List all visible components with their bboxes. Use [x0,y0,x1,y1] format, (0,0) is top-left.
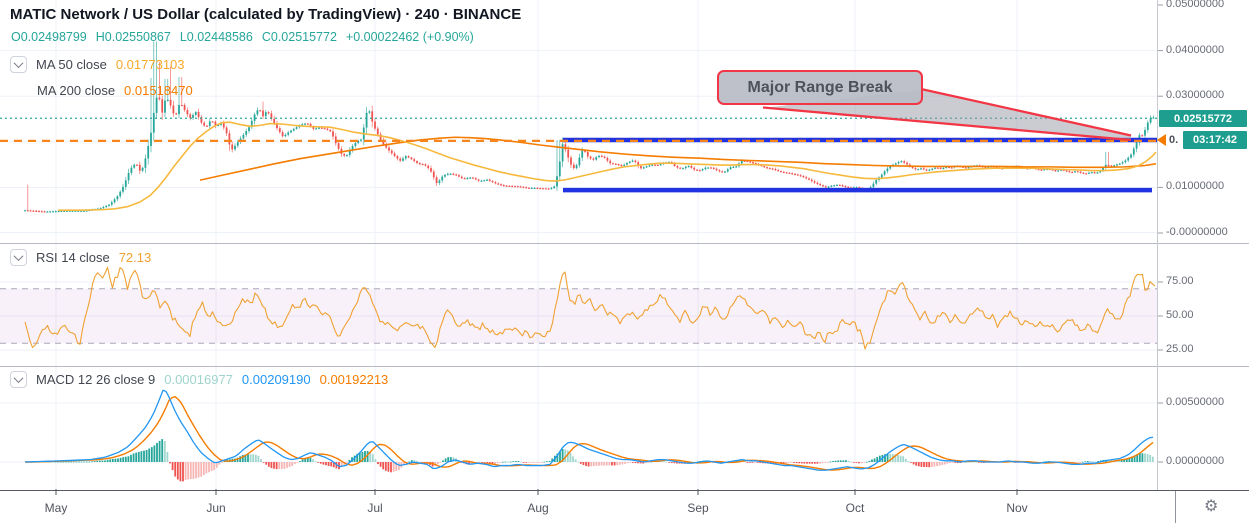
macd-axis-label: 0.00000000 [1166,455,1225,467]
prev-close-marker-icon [1157,134,1166,146]
ma200-value: 0.01518470 [124,83,193,98]
rsi-axis-label: 50.00 [1166,309,1194,321]
month-label: Sep [687,501,709,515]
rsi-axis-label: 25.00 [1166,343,1194,355]
symbol-title[interactable]: MATIC Network / US Dollar (calculated by… [10,6,522,23]
macd-signal-value: 0.00192213 [319,372,389,387]
ohlc-change: +0.00022462 (+0.90%) [345,30,474,44]
month-label: Jun [206,501,226,515]
ma50-value: 0.01773103 [115,57,185,72]
month-label: Jul [367,501,383,515]
range-break-callout[interactable]: Major Range Break [717,70,923,105]
price-axis-label: 0.03000000 [1166,89,1225,102]
price-axis-label: 0.05000000 [1166,0,1225,10]
axis-corner-divider [1175,491,1176,523]
collapse-chevron-icon[interactable] [10,56,27,73]
price-axis-label: 0.01000000 [1166,180,1225,193]
collapse-chevron-icon[interactable] [10,371,27,388]
rsi-label: RSI 14 close [36,250,110,265]
macd-label: MACD 12 26 close 9 [36,372,156,387]
price-axis-label: 0.04000000 [1166,43,1225,56]
collapse-chevron-icon[interactable] [10,249,27,266]
prev-close-partial-label: 0. [1169,134,1179,146]
macd-hist-value: 0.00016977 [164,372,233,387]
price-scale[interactable]: 0.05000000 0.04000000 0.03000000 0.01000000… [1157,0,1249,490]
time-axis[interactable]: May Jun Jul Aug Sep Oct Nov [0,490,1249,523]
month-label: May [44,501,68,515]
macd-axis-label: 0.00500000 [1166,396,1225,408]
macd-line-value: 0.00209190 [241,372,311,387]
month-label: Aug [527,501,549,515]
ma200-label: MA 200 close [37,83,116,98]
ohlc-open: O0.02498799 [11,30,87,44]
rsi-axis-label: 75.00 [1166,275,1194,287]
rsi-value: 72.13 [118,250,152,265]
ohlc-close: C0.02515772 [261,30,337,44]
ohlc-high: H0.02550867 [95,30,171,44]
month-label: Oct [845,501,865,515]
ohlc-low: L0.02448586 [179,30,253,44]
ohlc-values: O0.02498799 H0.02550867 L0.02448586 C0.0… [11,30,474,44]
month-label: Nov [1006,501,1028,515]
price-axis-label: -0.00000000 [1166,226,1228,238]
gear-icon[interactable]: ⚙ [1204,496,1219,515]
ma50-label: MA 50 close [36,57,107,72]
last-price-badge: 0.02515772 [1159,110,1247,127]
bar-countdown-badge: 03:17:42 [1183,131,1247,149]
